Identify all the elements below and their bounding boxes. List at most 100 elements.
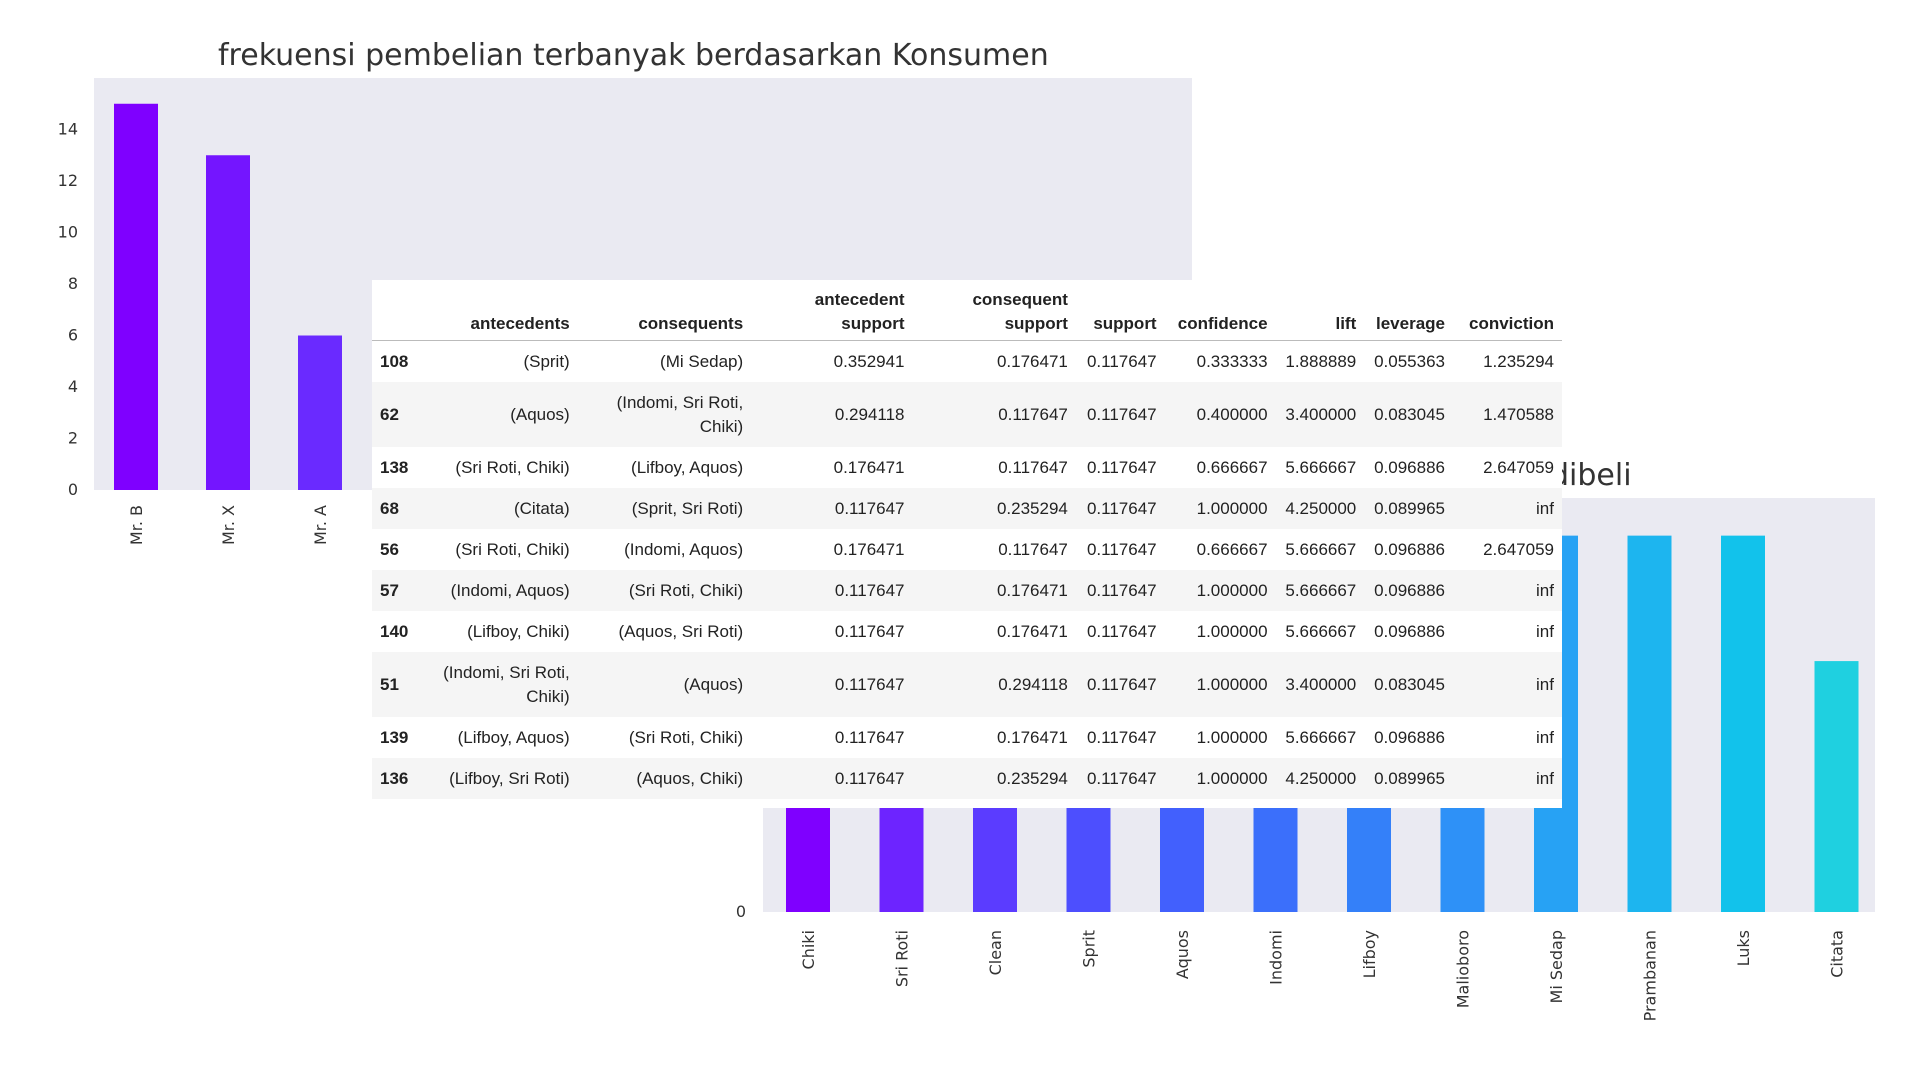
- table-header-row: antecedents consequents antecedent suppo…: [372, 280, 1562, 341]
- consumer-y-tick-label: 6: [68, 326, 78, 345]
- item-x-tick-label: Aquos: [1173, 930, 1192, 979]
- table-cell: inf: [1453, 488, 1562, 529]
- table-cell: 0.055363: [1374, 351, 1445, 371]
- header-consequents: consequents: [577, 280, 752, 341]
- table-cell: 0.096886: [1374, 621, 1445, 641]
- item-x-tick-label: Sri Roti: [893, 930, 912, 987]
- row-index: 136: [372, 758, 429, 799]
- table-cell: 0.083045: [1364, 652, 1453, 717]
- table-cell: 0.117647: [1075, 758, 1165, 799]
- table-cell: 0.666667: [1196, 539, 1268, 559]
- header-conviction: conviction: [1453, 280, 1562, 341]
- header-consequent-support: consequent support: [912, 280, 1076, 341]
- consumer-y-tick-label: 10: [58, 223, 78, 242]
- table-cell: 0.117647: [1086, 351, 1157, 371]
- header-support: support: [1075, 280, 1165, 341]
- table-cell: (Sri Roti, Chiki): [628, 727, 744, 747]
- table-cell: 5.666667: [1285, 727, 1357, 747]
- rules-table: antecedents consequents antecedent suppo…: [372, 280, 1562, 799]
- table-cell: inf: [1453, 652, 1562, 717]
- consumer-y-tick-label: 14: [58, 120, 78, 139]
- table-cell: 0.235294: [912, 488, 1076, 529]
- consumer-y-tick-label: 12: [58, 171, 78, 190]
- header-lift: lift: [1275, 280, 1365, 341]
- table-cell: 5.666667: [1285, 621, 1357, 641]
- table-cell: inf: [1453, 758, 1562, 799]
- table-cell: 4.250000: [1275, 758, 1365, 799]
- table-row: 140 (Lifboy, Chiki) (Aquos, Sri Roti) 0.117…: [372, 611, 1562, 652]
- row-index: 57: [372, 570, 429, 611]
- table-cell: 0.117647: [1075, 652, 1165, 717]
- table-cell: 1.000000: [1196, 727, 1268, 747]
- table-cell: 0.176471: [833, 457, 905, 477]
- table-cell: 0.096886: [1374, 727, 1445, 747]
- consumer-y-tick-label: 8: [68, 274, 78, 293]
- table-cell: (Sri Roti, Chiki): [577, 570, 752, 611]
- table-cell: 0.117647: [998, 457, 1068, 477]
- table-cell: 0.117647: [751, 570, 913, 611]
- table-cell: (Sprit, Sri Roti): [577, 488, 752, 529]
- item-bar: [1721, 535, 1765, 912]
- table-cell: (Lifboy, Sri Roti): [428, 758, 578, 799]
- item-x-tick-label: Citata: [1828, 930, 1847, 978]
- table-cell: 0.352941: [833, 351, 905, 371]
- header-index: [372, 280, 429, 341]
- table-row: 138 (Sri Roti, Chiki) (Lifboy, Aquos) 0.176…: [372, 447, 1562, 488]
- item-x-tick-label: Lifboy: [1360, 930, 1379, 978]
- consumer-chart-title: frekuensi pembelian terbanyak berdasarka…: [218, 38, 1049, 73]
- table-cell: inf: [1536, 621, 1554, 641]
- table-cell: (Aquos): [577, 652, 752, 717]
- row-index: 56: [380, 539, 399, 559]
- table-cell: 0.117647: [912, 382, 1076, 447]
- table-cell: (Lifboy, Aquos): [631, 457, 744, 477]
- table-cell: (Sri Roti, Chiki): [455, 457, 570, 477]
- table-cell: 0.096886: [1374, 457, 1445, 477]
- row-index: 138: [380, 457, 409, 477]
- table-cell: 0.089965: [1364, 488, 1453, 529]
- table-cell: (Aquos): [428, 382, 578, 447]
- item-x-tick-label: Luks: [1734, 930, 1753, 966]
- table-cell: 1.470588: [1453, 382, 1562, 447]
- table-cell: (Indomi, Aquos): [624, 539, 744, 559]
- table-row: 108 (Sprit) (Mi Sedap) 0.352941 0.176471 0.11…: [372, 341, 1562, 383]
- table-cell: 0.235294: [912, 758, 1076, 799]
- table-cell: 0.176471: [996, 621, 1068, 641]
- table-cell: 0.117647: [1075, 382, 1165, 447]
- table-row: 139 (Lifboy, Aquos) (Sri Roti, Chiki) 0.117…: [372, 717, 1562, 758]
- table-cell: 1.000000: [1164, 652, 1276, 717]
- table-cell: 0.176471: [833, 539, 905, 559]
- table-cell: (Aquos, Chiki): [577, 758, 752, 799]
- table-cell: 0.117647: [1075, 570, 1165, 611]
- row-index: 139: [380, 727, 409, 747]
- header-antecedent-support: antecedent support: [751, 280, 913, 341]
- table-cell: 0.117647: [834, 727, 905, 747]
- table-cell: 1.000000: [1196, 621, 1268, 641]
- table-cell: 0.117647: [751, 652, 913, 717]
- table-row: 62 (Aquos) (Indomi, Sri Roti, Chiki) 0.2941…: [372, 382, 1562, 447]
- table-cell: (Lifboy, Chiki): [467, 621, 570, 641]
- row-index: 68: [372, 488, 429, 529]
- table-cell: 5.666667: [1275, 570, 1365, 611]
- table-cell: 0.083045: [1364, 382, 1453, 447]
- consumer-y-tick-label: 2: [68, 429, 78, 448]
- table-cell: (Lifboy, Aquos): [457, 727, 570, 747]
- table-row: 56 (Sri Roti, Chiki) (Indomi, Aquos) 0.1764…: [372, 529, 1562, 570]
- association-rules-table: antecedents consequents antecedent suppo…: [372, 280, 1562, 808]
- table-cell: (Sprit): [523, 351, 570, 371]
- item-chart-title: dibeli: [1550, 458, 1632, 493]
- table-cell: 4.250000: [1275, 488, 1365, 529]
- table-cell: 1.000000: [1164, 570, 1276, 611]
- table-cell: 3.400000: [1275, 652, 1365, 717]
- table-cell: (Indomi, Sri Roti, Chiki): [428, 652, 578, 717]
- table-cell: 0.096886: [1364, 570, 1453, 611]
- table-cell: (Indomi, Sri Roti, Chiki): [577, 382, 752, 447]
- table-cell: inf: [1453, 570, 1562, 611]
- consumer-x-tick-label: Mr. A: [311, 505, 330, 545]
- consumer-bar: [206, 155, 250, 490]
- row-index: 140: [380, 621, 409, 641]
- table-cell: (Citata): [428, 488, 578, 529]
- table-row: 136 (Lifboy, Sri Roti) (Aquos, Chiki) 0.117…: [372, 758, 1562, 799]
- item-x-tick-label: Chiki: [799, 930, 818, 969]
- table-cell: inf: [1536, 727, 1554, 747]
- item-x-tick-label: Indomi: [1267, 930, 1286, 985]
